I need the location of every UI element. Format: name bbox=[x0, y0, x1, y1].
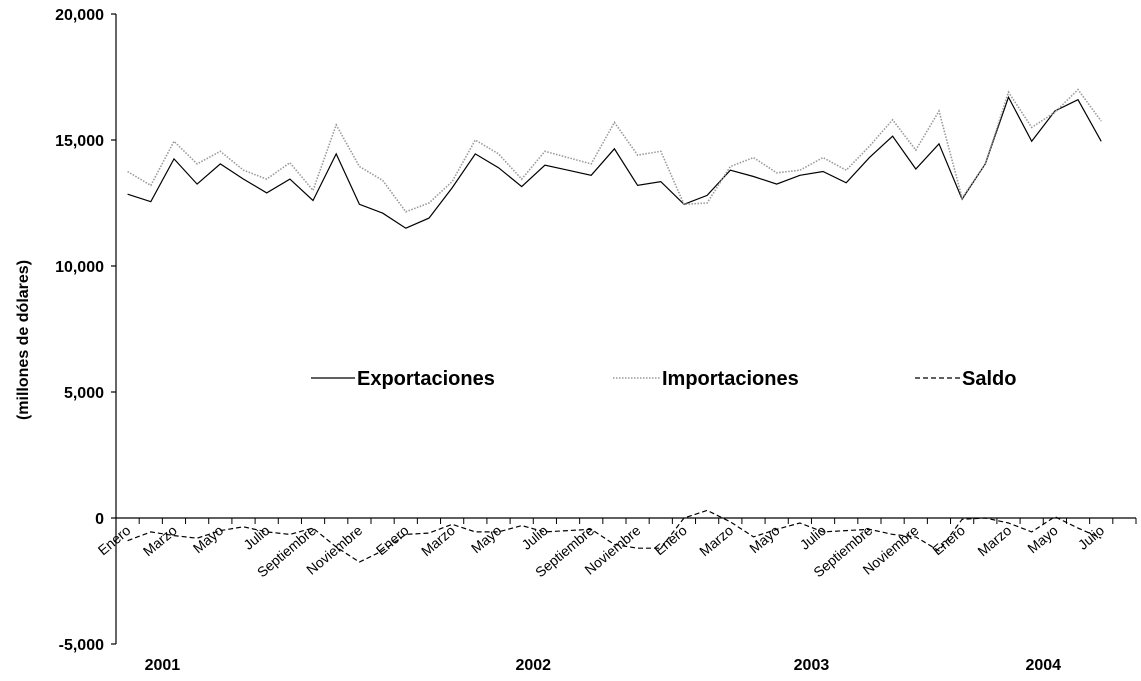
y-tick-label: 0 bbox=[95, 511, 104, 528]
x-tick-label: Marzo bbox=[696, 522, 736, 559]
y-tick-label: 15,000 bbox=[55, 133, 104, 150]
year-labels: 2001 2002 2003 2004 bbox=[145, 657, 1062, 674]
y-tick-label: 20,000 bbox=[55, 7, 104, 24]
x-tick-label: Mayo bbox=[1024, 522, 1061, 556]
x-tick-label: Enero bbox=[651, 522, 690, 558]
axes bbox=[111, 13, 1137, 645]
x-tick-label: Mayo bbox=[746, 522, 783, 556]
series-line-saldo bbox=[127, 509, 1102, 563]
series-lines bbox=[127, 88, 1102, 563]
y-tick-label: 10,000 bbox=[55, 259, 104, 276]
x-tick-label: Julio bbox=[1075, 522, 1108, 553]
y-tick-label: 5,000 bbox=[64, 385, 104, 402]
x-tick-label: Mayo bbox=[190, 522, 227, 556]
year-label: 2001 bbox=[145, 657, 181, 674]
legend-label: Exportaciones bbox=[357, 368, 495, 390]
x-tick-label: Enero bbox=[373, 522, 412, 558]
x-tick-label: Julio bbox=[518, 522, 551, 553]
legend-label: Saldo bbox=[962, 368, 1016, 390]
y-axis-title: (millones de dólares) bbox=[15, 260, 32, 420]
series-line-importaciones bbox=[127, 88, 1102, 213]
x-tick-label: Enero bbox=[929, 522, 968, 558]
y-tick-labels: 20,000 15,000 10,000 5,000 0 -5,000 bbox=[55, 7, 104, 654]
x-tick-label: Julio bbox=[797, 522, 830, 553]
x-tick-label: Marzo bbox=[974, 522, 1014, 559]
year-label: 2003 bbox=[794, 657, 830, 674]
legend-label: Importaciones bbox=[662, 368, 799, 390]
y-tick-label: -5,000 bbox=[59, 637, 104, 654]
legend: Exportaciones Importaciones Saldo bbox=[311, 368, 1016, 390]
x-tick-label: Julio bbox=[240, 522, 273, 553]
x-tick-label: Mayo bbox=[468, 522, 505, 556]
x-tick-label: Marzo bbox=[418, 522, 458, 559]
x-tick-label: Marzo bbox=[140, 522, 180, 559]
year-label: 2002 bbox=[515, 657, 551, 674]
year-label: 2004 bbox=[1025, 657, 1061, 674]
series-line-exportaciones bbox=[127, 95, 1102, 229]
